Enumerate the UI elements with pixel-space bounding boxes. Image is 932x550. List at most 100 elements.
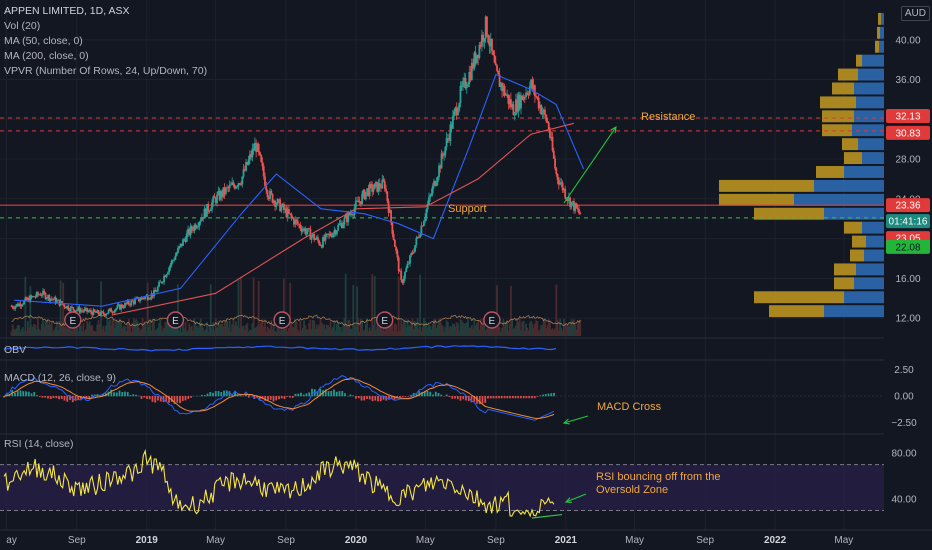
vpvr-up-segment (719, 193, 794, 206)
candle-body (190, 226, 193, 230)
volume-bar (522, 320, 525, 336)
candle-body (33, 296, 36, 298)
rsi-title[interactable]: RSI (14, close) (4, 438, 74, 450)
macd-histogram-bar (184, 396, 187, 401)
price-tag[interactable] (886, 214, 930, 229)
volume-bar (92, 330, 95, 336)
candle-body (233, 185, 236, 189)
macd-histogram-bar (333, 389, 335, 397)
macd-title[interactable]: MACD (12, 26, close, 9) (4, 372, 117, 384)
candle-body (10, 306, 13, 307)
candle-body (539, 105, 541, 109)
candle-body (414, 245, 416, 252)
candle-body (557, 179, 560, 185)
macd-histogram-bar (77, 396, 80, 400)
price-tag[interactable] (886, 239, 930, 254)
volume-bar (195, 326, 198, 336)
macd-histogram-bar (311, 388, 313, 397)
candle-body (335, 230, 338, 235)
candle-body (510, 99, 512, 108)
macd-histogram-bar (60, 396, 63, 400)
earnings-icon[interactable] (273, 311, 291, 329)
candle-body (39, 294, 42, 296)
candle-body (199, 220, 202, 223)
price-tag[interactable] (886, 198, 930, 213)
candle-body (202, 217, 205, 219)
vpvr-down-segment (844, 291, 884, 304)
volume-bars (10, 273, 582, 336)
indicator-volume[interactable]: Vol (20) (4, 20, 41, 32)
candle-body (542, 109, 545, 113)
volume-bar (314, 328, 317, 336)
candle-body (282, 203, 285, 210)
macd-histogram-bar (85, 396, 88, 399)
volume-bar (169, 319, 172, 336)
candle-body (305, 231, 308, 234)
candle-body (242, 169, 245, 177)
price-tick-label: 12.00 (895, 314, 920, 325)
candle-body (310, 236, 313, 240)
candle-body (364, 192, 367, 200)
volume-bar (571, 320, 574, 336)
macd-histogram-bar (280, 396, 283, 399)
earnings-icon[interactable] (483, 311, 501, 329)
candle-body (83, 309, 86, 312)
macd-histogram-bar (294, 393, 297, 397)
earnings-icon[interactable] (64, 311, 82, 329)
macd-histogram-bar (525, 396, 528, 399)
candle-body (117, 304, 120, 306)
volume-bar (144, 323, 147, 336)
vpvr-up-segment (842, 138, 858, 151)
volume-bar (107, 321, 110, 336)
symbol-title[interactable]: APPEN LIMITED, 1D, ASX (4, 5, 130, 17)
candle-body (18, 303, 20, 307)
candle-body (425, 209, 428, 218)
volume-bar (74, 323, 77, 336)
volume-bar (399, 330, 401, 336)
volume-bar (346, 323, 348, 336)
volume-bar (21, 327, 24, 336)
macd-histogram-bar (146, 396, 148, 400)
macd-histogram-bar (481, 396, 484, 404)
volume-bar (576, 323, 579, 336)
volume-bar (306, 329, 309, 336)
price-tag[interactable] (886, 125, 930, 140)
earnings-icon[interactable] (375, 311, 394, 329)
macd-histogram-bar (275, 396, 278, 401)
candle-body (161, 281, 164, 283)
candle-body (494, 62, 497, 66)
candle-body (184, 239, 187, 242)
volume-bar (560, 327, 563, 336)
candle-body (337, 225, 340, 231)
volume-bar (315, 324, 318, 336)
candle-body (187, 228, 189, 234)
indicator-vpvr[interactable]: VPVR (Number Of Rows, 24, Up/Down, 70) (4, 65, 208, 77)
earnings-icon[interactable] (166, 311, 185, 329)
candle-body (395, 246, 398, 251)
ma200-line (111, 122, 575, 316)
volume-bar (93, 330, 96, 336)
volume-bar (400, 320, 403, 336)
currency-badge[interactable]: AUD (900, 6, 930, 21)
indicator-ma200[interactable]: MA (200, close, 0) (4, 50, 89, 62)
macd-histogram-bar (126, 392, 129, 397)
time-axis[interactable]: ay Sep 2019 May Sep 2020 May Sep 2021 May Sep 2022 M… (0, 529, 932, 550)
candle-body (289, 213, 292, 215)
macd-histogram-bar (550, 393, 553, 397)
macd-histogram-bar (220, 392, 223, 397)
indicator-ma50[interactable]: MA (50, close, 0) (4, 35, 83, 47)
macd-histogram-bar (267, 396, 269, 401)
price-axis[interactable]: 12.0016.0020.0024.0028.0032.0036.0040.00… (884, 0, 932, 530)
volume-bar (368, 327, 371, 336)
obv-title[interactable]: OBV (4, 344, 27, 356)
candle-body (224, 187, 227, 195)
macd-histogram-bar (531, 396, 533, 399)
price-tag[interactable] (886, 109, 930, 124)
macd-histogram-bar (429, 391, 432, 397)
candle-body (366, 188, 369, 193)
volume-bar (120, 320, 123, 336)
candle-body (73, 309, 76, 312)
candle-body (406, 263, 409, 269)
